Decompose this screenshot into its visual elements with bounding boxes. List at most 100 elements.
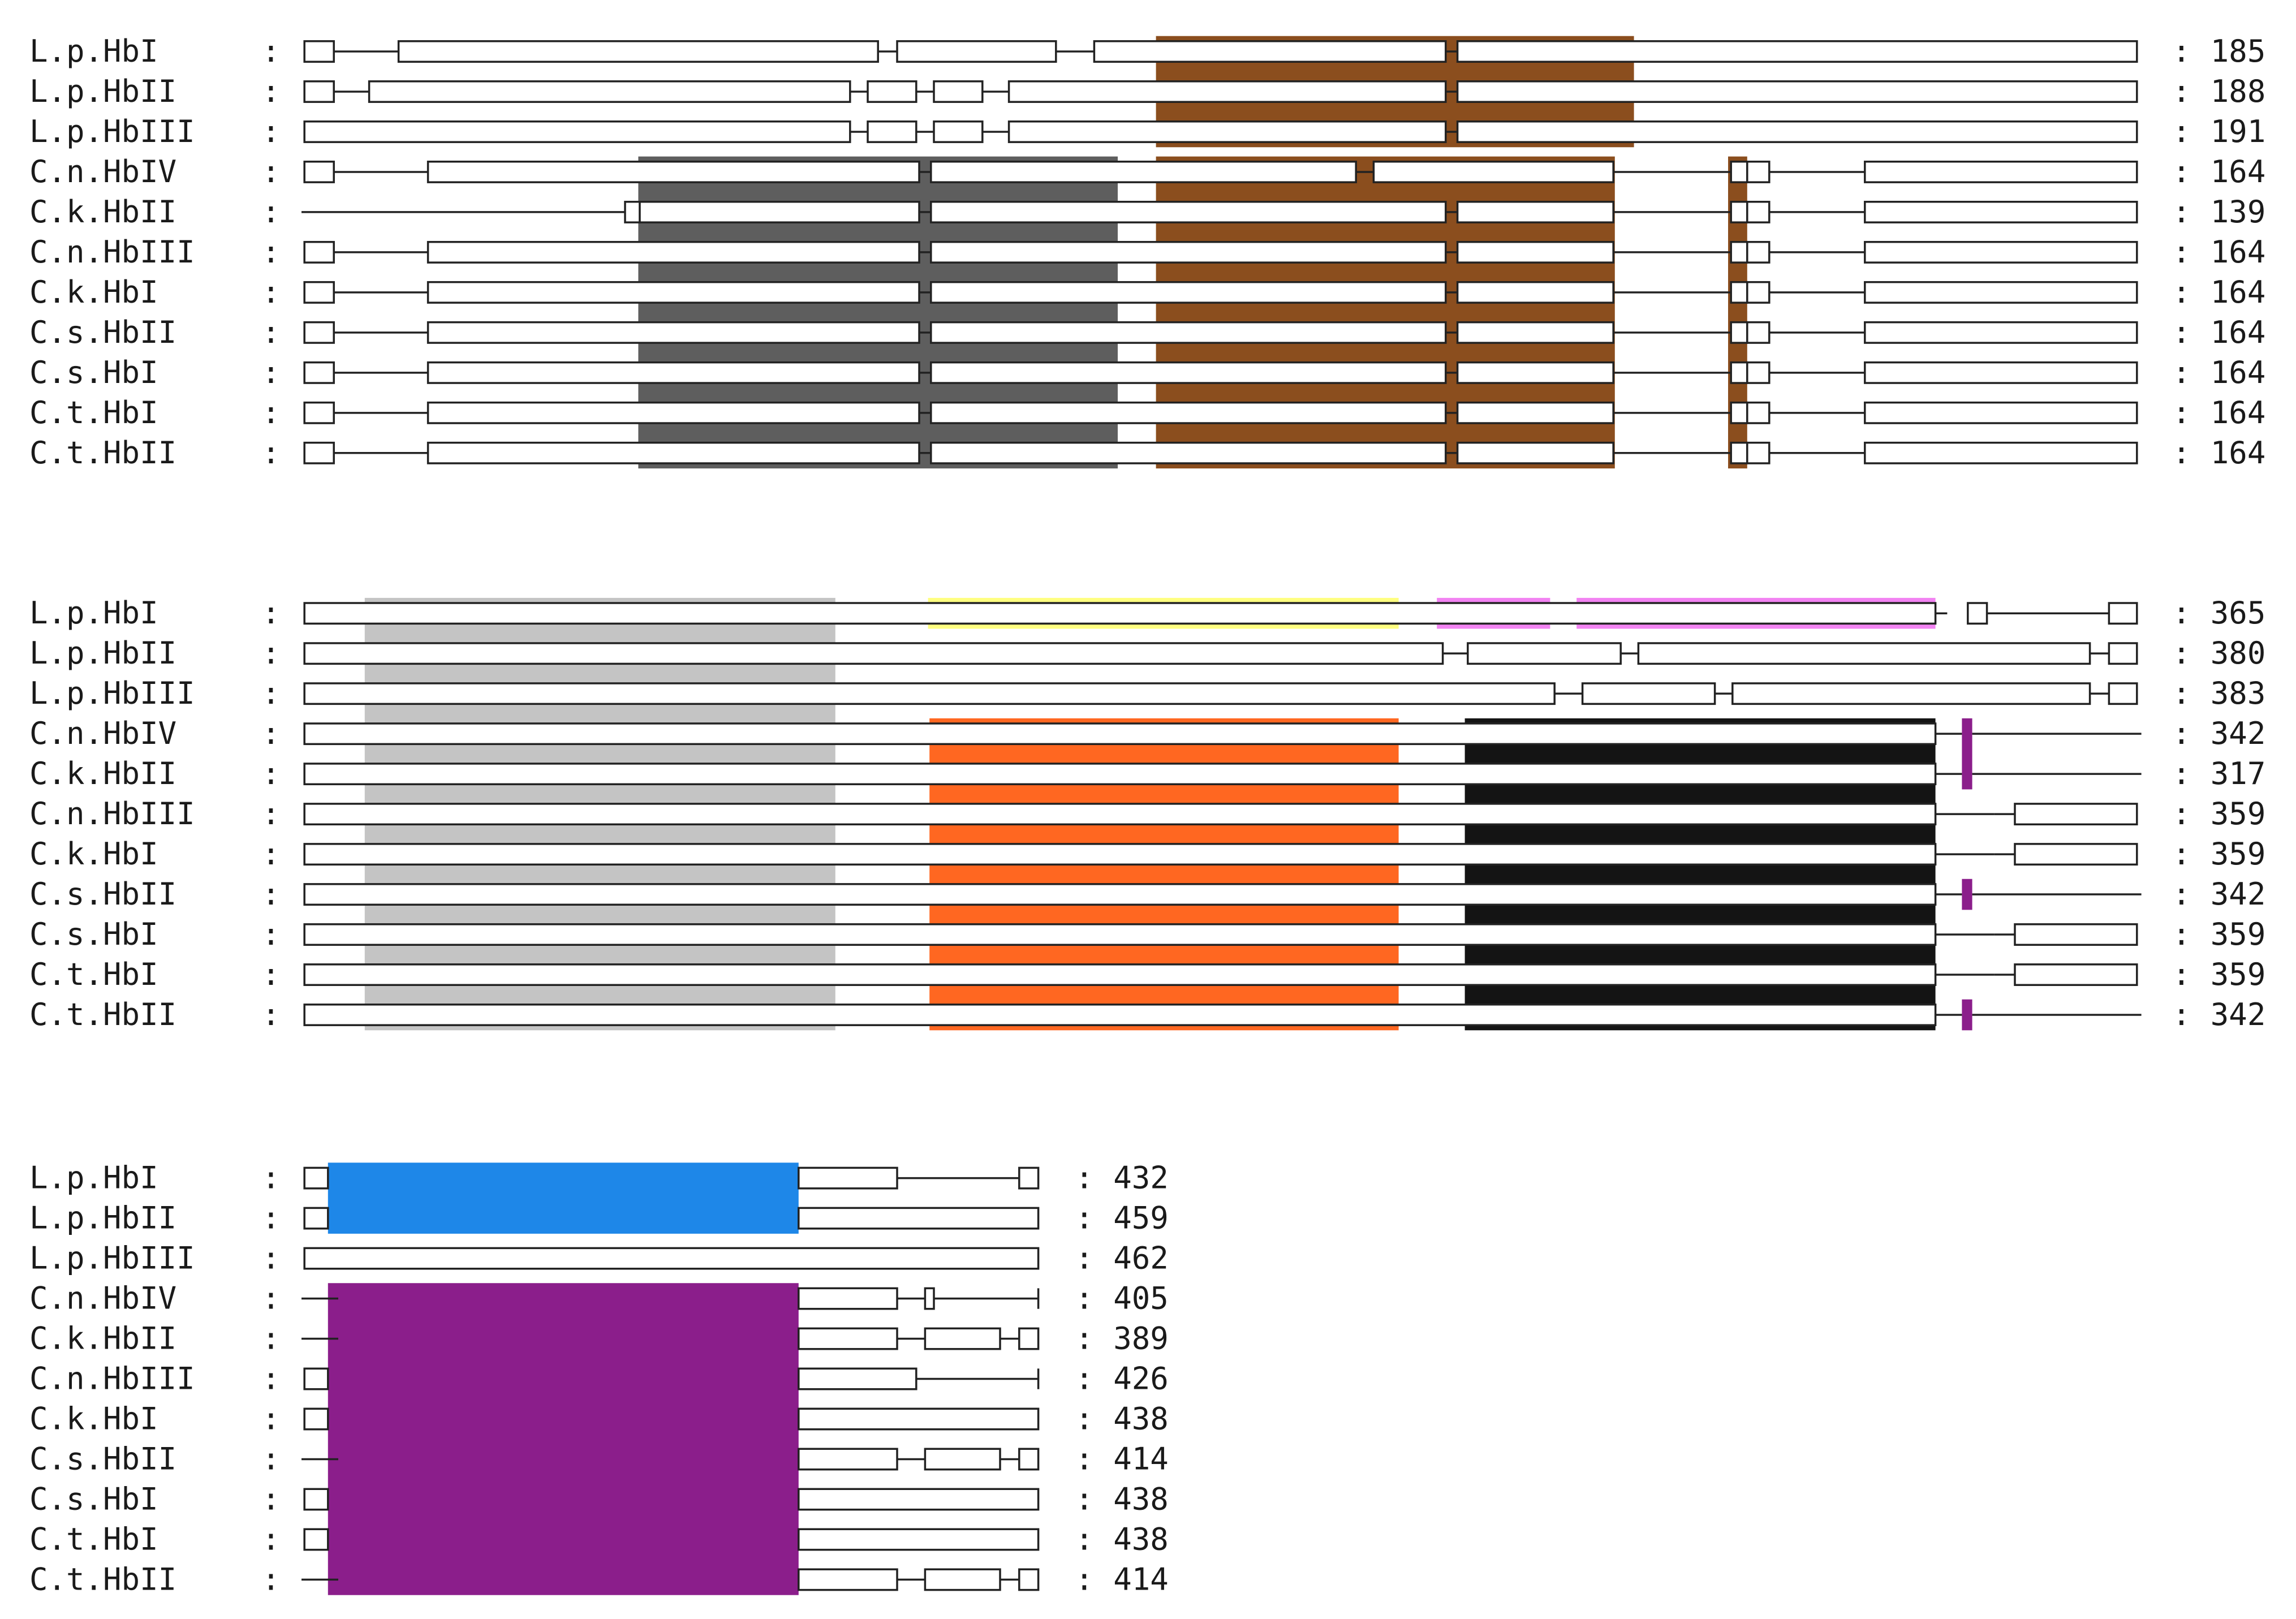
segment-box	[1007, 80, 1447, 103]
label-separator: :	[262, 315, 281, 350]
segment-box	[1456, 40, 2138, 63]
segment-box	[368, 80, 851, 103]
label-separator: :	[262, 1361, 281, 1397]
segment-box	[798, 1287, 898, 1310]
segment-box	[1746, 200, 1771, 223]
segment-box	[1018, 1448, 1040, 1471]
segment-box	[1864, 200, 2138, 223]
motif-highlight	[328, 1162, 799, 1234]
segment-box	[930, 240, 1447, 264]
label-separator: :	[262, 1441, 281, 1476]
segment-box	[303, 80, 335, 103]
residue-count: 414	[1113, 1561, 1169, 1597]
segment-box	[303, 160, 335, 183]
count-separator: :	[1075, 1441, 1094, 1476]
segment-box	[624, 200, 641, 223]
segment-box	[1730, 321, 1748, 344]
segment-box	[1746, 441, 1771, 464]
count-separator: :	[2172, 595, 2191, 631]
sequence-label: L.p.HbI	[29, 33, 158, 69]
segment-box	[1637, 642, 2091, 665]
residue-count: 365	[2211, 595, 2266, 631]
segment-box	[930, 321, 1447, 344]
label-separator: :	[262, 355, 281, 390]
residue-count: 432	[1113, 1160, 1169, 1196]
sequence-label: C.k.HbII	[29, 194, 176, 230]
sequence-label: C.k.HbI	[29, 1401, 158, 1436]
sequence-label: C.t.HbI	[29, 395, 158, 430]
label-separator: :	[262, 756, 281, 791]
count-separator: :	[2172, 194, 2191, 230]
segment-box	[1967, 602, 1988, 625]
label-separator: :	[262, 635, 281, 671]
label-separator: :	[262, 1241, 281, 1276]
segment-box	[1456, 361, 1614, 384]
segment-box	[1456, 120, 2138, 143]
count-separator: :	[2172, 395, 2191, 430]
count-separator: :	[1075, 1401, 1094, 1436]
segment-box	[427, 240, 920, 264]
count-separator: :	[2172, 355, 2191, 390]
residue-count: 438	[1113, 1401, 1169, 1436]
segment-box	[2014, 843, 2138, 866]
segment-box	[303, 321, 335, 344]
segment-box	[1456, 281, 1614, 304]
count-separator: :	[1075, 1281, 1094, 1316]
count-separator: :	[1075, 1200, 1094, 1236]
segment-box	[303, 40, 335, 63]
sequence-label: C.n.HbIII	[29, 796, 195, 832]
sequence-label: C.k.HbI	[29, 274, 158, 310]
segment-box	[798, 1568, 898, 1591]
label-separator: :	[262, 997, 281, 1032]
segment-box	[303, 1166, 329, 1190]
residue-count: 164	[2211, 315, 2266, 350]
segment-box	[1746, 160, 1771, 183]
segment-box	[2108, 602, 2138, 625]
segment-box	[303, 1207, 329, 1230]
segment-box	[1456, 321, 1614, 344]
residue-count: 342	[2211, 876, 2266, 912]
segment-box	[303, 682, 1556, 705]
residue-count: 359	[2211, 957, 2266, 992]
segment-box	[303, 361, 335, 384]
sequence-label: C.s.HbI	[29, 1481, 158, 1517]
segment-box	[397, 40, 879, 63]
residue-count: 380	[2211, 635, 2266, 671]
segment-box	[303, 1407, 329, 1431]
segment-box	[2014, 803, 2138, 826]
segment-box	[867, 120, 917, 143]
segment-box	[303, 763, 1937, 786]
count-separator: :	[2172, 716, 2191, 751]
residue-count: 185	[2211, 33, 2266, 69]
sequence-label: C.t.HbII	[29, 997, 176, 1032]
segment-box	[303, 281, 335, 304]
label-separator: :	[262, 675, 281, 711]
sequence-label: C.t.HbII	[29, 1561, 176, 1597]
segment-box	[1864, 281, 2138, 304]
segment-box	[1456, 200, 1614, 223]
count-separator: :	[2172, 435, 2191, 471]
segment-box	[303, 240, 335, 264]
label-separator: :	[262, 1200, 281, 1236]
sequence-label: C.k.HbI	[29, 836, 158, 872]
label-separator: :	[262, 1521, 281, 1557]
segment-box	[798, 1367, 917, 1390]
sequence-label: C.n.HbIII	[29, 1361, 195, 1397]
residue-count: 139	[2211, 194, 2266, 230]
segment-box	[1730, 281, 1748, 304]
segment-box	[1730, 240, 1748, 264]
segment-box	[1456, 240, 1614, 264]
sequence-label: C.n.HbIV	[29, 1281, 176, 1316]
motif-highlight	[328, 1283, 799, 1595]
sequence-label: C.n.HbIV	[29, 154, 176, 190]
segment-box	[924, 1568, 1001, 1591]
segment-box	[639, 200, 920, 223]
segment-box	[930, 200, 1447, 223]
segment-box	[1864, 401, 2138, 424]
count-separator: :	[2172, 114, 2191, 149]
segment-box	[303, 803, 1937, 826]
sequence-label: C.s.HbI	[29, 355, 158, 390]
sequence-label: C.n.HbIII	[29, 234, 195, 270]
count-separator: :	[2172, 836, 2191, 872]
